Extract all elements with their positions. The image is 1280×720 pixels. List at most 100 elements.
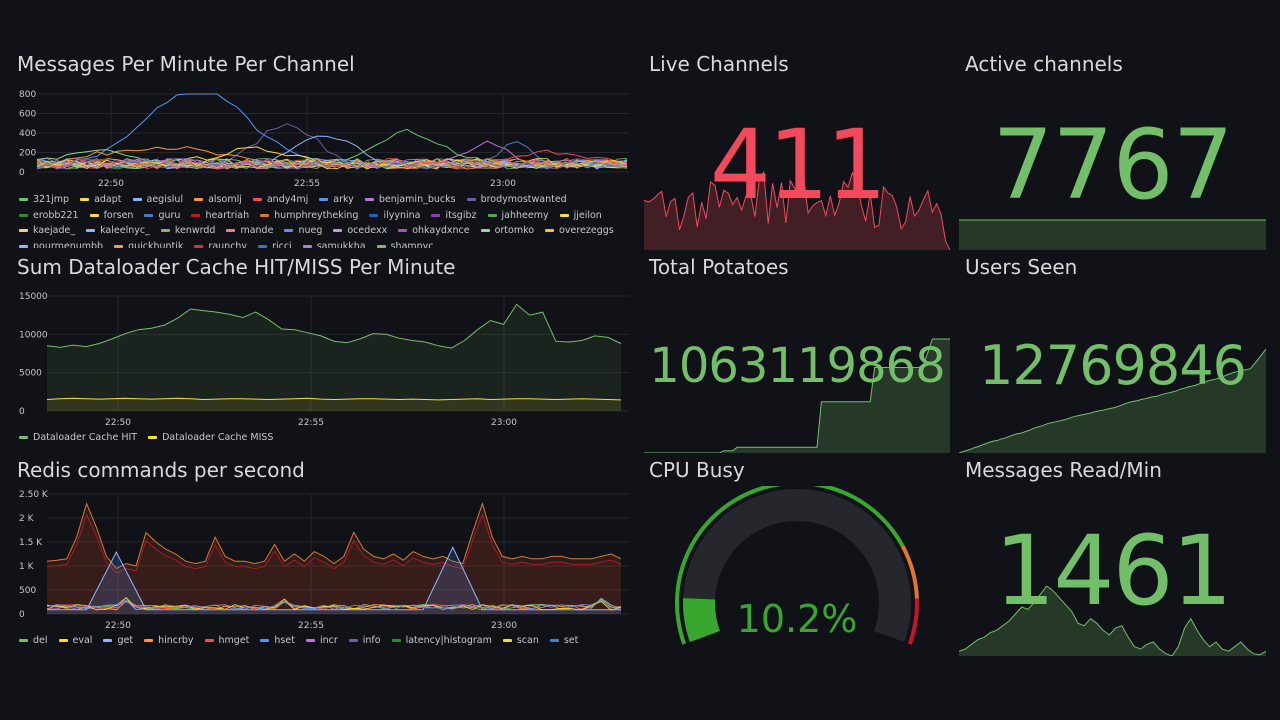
legend-swatch bbox=[466, 198, 476, 201]
legend-item[interactable]: ilyynina bbox=[369, 208, 420, 224]
legend-item[interactable]: ocedexx bbox=[333, 223, 387, 239]
legend-item[interactable]: hmget bbox=[204, 633, 249, 649]
legend-item[interactable]: slowlog|len bbox=[70, 649, 137, 652]
legend-item[interactable]: jahheemy bbox=[487, 208, 549, 224]
legend-label: scan bbox=[516, 635, 539, 646]
panel-redis-commands: Redis commands per second 2.50 K 2 K 1.5 K… bbox=[17, 458, 629, 654]
cpu-gauge bbox=[675, 486, 919, 645]
panel-title[interactable]: Messages Read/Min bbox=[965, 458, 1162, 482]
legend-item[interactable]: arky bbox=[319, 192, 354, 208]
legend-item[interactable]: andy4mj bbox=[252, 192, 308, 208]
gauge-threshold-orange bbox=[900, 544, 919, 599]
legend-item[interactable]: kenwrdd bbox=[160, 223, 215, 239]
legend-item[interactable]: hincrby bbox=[144, 633, 194, 649]
panel-title[interactable]: Active channels bbox=[965, 52, 1123, 76]
legend-item[interactable]: shamnyc bbox=[376, 239, 434, 248]
panel-title[interactable]: Sum Dataloader Cache HIT/MISS Per Minute bbox=[17, 255, 456, 279]
users-seen-sparkline bbox=[959, 348, 1266, 453]
legend-swatch bbox=[114, 244, 124, 248]
legend-swatch bbox=[369, 213, 379, 217]
legend-item[interactable]: del bbox=[19, 633, 48, 649]
legend-item[interactable]: erobb221 bbox=[19, 208, 79, 224]
legend-swatch bbox=[148, 436, 158, 439]
legend-item[interactable]: itsgibz bbox=[431, 208, 477, 224]
legend-item[interactable]: aegislul bbox=[132, 192, 183, 208]
panel-title[interactable]: Total Potatoes bbox=[649, 255, 789, 279]
legend-item[interactable]: humphreytheking bbox=[260, 208, 358, 224]
legend-label: Dataloader Cache MISS bbox=[162, 432, 274, 443]
legend-item[interactable]: brodymostwanted bbox=[466, 192, 567, 208]
legend-item[interactable]: eval bbox=[58, 633, 92, 649]
y-tick-label: 5000 bbox=[19, 369, 42, 379]
x-tick-label: 23:00 bbox=[491, 621, 517, 631]
x-tick-label: 22:55 bbox=[294, 179, 320, 189]
x-tick-label: 22:50 bbox=[105, 418, 131, 428]
legend-item[interactable]: pourmenumbb bbox=[19, 239, 103, 248]
legend-label: kaleelnyc_ bbox=[100, 225, 150, 237]
messages-chart[interactable]: 800 600 400 200 0 22:50 22:55 23:00 bbox=[17, 88, 629, 230]
legend-label: quickhuntik bbox=[128, 240, 184, 248]
legend-item[interactable]: latency|histogram bbox=[391, 633, 492, 649]
legend-item[interactable]: incr bbox=[305, 633, 338, 649]
legend-item[interactable]: Dataloader Cache HIT bbox=[19, 430, 137, 446]
channel-series bbox=[36, 158, 628, 170]
gauge-threshold-green bbox=[675, 486, 905, 645]
legend-swatch bbox=[487, 213, 497, 217]
legend-item[interactable]: ricci bbox=[258, 239, 292, 248]
legend-item[interactable]: quickhuntik bbox=[114, 239, 183, 248]
legend-swatch bbox=[319, 198, 329, 201]
cache-miss-series-area bbox=[47, 398, 621, 411]
legend-item[interactable]: ortomko bbox=[480, 223, 534, 239]
legend-item[interactable]: set bbox=[549, 633, 579, 649]
legend-item[interactable]: 321jmp bbox=[19, 192, 69, 208]
legend-item[interactable]: Dataloader Cache MISS bbox=[148, 430, 273, 446]
dataloader-chart[interactable]: 15000 10000 5000 0 22:50 22:55 23:00 bbox=[17, 287, 629, 451]
legend-item[interactable]: benjamin_bucks bbox=[364, 192, 456, 208]
legend-item[interactable]: kaleelnyc_ bbox=[86, 223, 150, 239]
legend-item[interactable]: scan bbox=[502, 633, 539, 649]
legend-item[interactable]: overezeggs bbox=[545, 223, 614, 239]
setex-series-area bbox=[47, 503, 621, 614]
sparkline bbox=[959, 348, 1266, 453]
panel-users-seen: Users Seen 12769846 bbox=[959, 255, 1266, 453]
panel-title[interactable]: CPU Busy bbox=[649, 458, 745, 482]
legend-item[interactable]: adapt bbox=[80, 192, 122, 208]
legend-item[interactable]: info bbox=[348, 633, 381, 649]
legend-item[interactable]: forsen bbox=[89, 208, 134, 224]
redis-chart[interactable]: 2.50 K 2 K 1.5 K 1 K 500 0 22:50 22:55 23:00 bbox=[17, 488, 629, 654]
legend-item[interactable]: get bbox=[103, 633, 133, 649]
legend-item[interactable]: samukkha bbox=[302, 239, 366, 248]
chart-legend: Dataloader Cache HIT Dataloader Cache MIS… bbox=[19, 430, 627, 448]
legend-item[interactable]: alsomlj bbox=[194, 192, 242, 208]
chart-legend: 321jmp adapt aegislul alsomlj andy4mj arky ben… bbox=[19, 192, 627, 248]
legend-label: raunchy bbox=[208, 240, 248, 248]
legend-item[interactable]: jjeilon bbox=[559, 208, 602, 224]
panel-title[interactable]: Live Channels bbox=[649, 52, 789, 76]
legend-label: incr bbox=[319, 635, 338, 646]
y-tick-label: 2.50 K bbox=[19, 490, 49, 500]
panel-title[interactable]: Messages Per Minute Per Channel bbox=[17, 52, 355, 76]
legend-label: forsen bbox=[103, 209, 134, 221]
panel-title[interactable]: Users Seen bbox=[965, 255, 1078, 279]
legend-label: mande bbox=[240, 225, 274, 237]
legend-item[interactable]: heartriah bbox=[191, 208, 249, 224]
legend-item[interactable]: nueg bbox=[284, 223, 322, 239]
panel-title[interactable]: Redis commands per second bbox=[17, 458, 305, 482]
legend-label: nueg bbox=[298, 225, 323, 237]
legend-label: guru bbox=[158, 209, 181, 221]
legend-item[interactable]: mande bbox=[226, 223, 273, 239]
legend-item[interactable]: hset bbox=[260, 633, 295, 649]
legend-swatch bbox=[258, 244, 268, 248]
panel-cpu-busy: CPU Busy 10.2% bbox=[644, 458, 950, 658]
legend-label: jjeilon bbox=[573, 209, 602, 221]
legend-swatch bbox=[391, 639, 401, 642]
legend-item[interactable]: raunchy bbox=[194, 239, 247, 248]
legend-item[interactable]: guru bbox=[144, 208, 180, 224]
legend-label: 321jmp bbox=[33, 194, 70, 205]
legend-item[interactable]: ohkaydxnce bbox=[398, 223, 470, 239]
y-tick-label: 15000 bbox=[19, 292, 48, 302]
legend-item[interactable]: kaejade_ bbox=[19, 223, 75, 239]
cache-hit-series bbox=[46, 303, 622, 349]
legend-label: set bbox=[563, 635, 579, 646]
legend-item[interactable]: setex bbox=[19, 649, 59, 652]
